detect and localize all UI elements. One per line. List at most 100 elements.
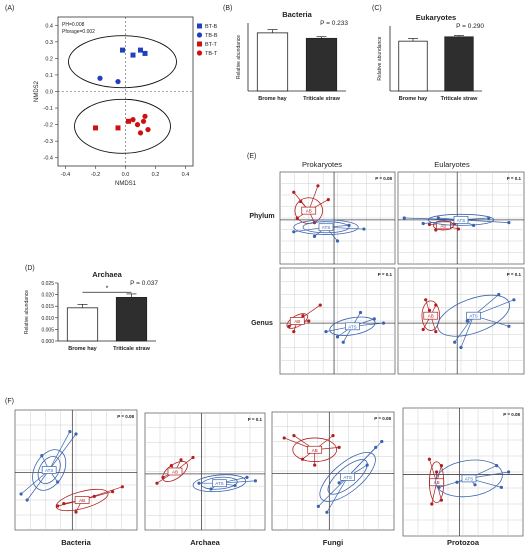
group-ellipse: [37, 456, 61, 484]
sample-point: [155, 481, 159, 485]
y-tick-label: -0.4: [44, 156, 53, 162]
sample-point: [465, 319, 469, 323]
group-label-box: [345, 322, 360, 331]
group-label-box: [423, 311, 439, 320]
sample-point: [292, 230, 296, 234]
sample-point: [74, 432, 78, 436]
sample-point: [473, 483, 477, 487]
group-ellipse: [435, 459, 503, 498]
sample-point: [335, 239, 340, 243]
stat-pforage: Pforage=0.002: [62, 29, 95, 35]
spoke: [404, 217, 462, 221]
group-ellipse: [329, 316, 376, 336]
row-title: Phylum: [249, 213, 274, 220]
sample-point: [427, 457, 431, 461]
spoke: [326, 476, 348, 513]
spoke: [460, 315, 474, 348]
sample-point: [56, 504, 60, 508]
p-value-c: P = 0.290: [456, 23, 484, 30]
group-label: ATS: [322, 225, 330, 230]
y-tick-label: 0.025: [41, 281, 54, 287]
sample-point: [179, 458, 183, 462]
sample-point: [197, 481, 201, 485]
sample-point: [331, 434, 335, 438]
p-value-f: P = 0.08: [503, 412, 520, 417]
group-label: AB: [294, 319, 300, 324]
category-label: Triticale straw: [441, 96, 478, 102]
sample-point: [424, 298, 428, 302]
y-tick-label: 0.1: [45, 73, 53, 79]
y-tick-label: 0.000: [41, 339, 54, 345]
legend-label: BT-T: [205, 42, 218, 48]
y-tick-label: 0.4: [45, 23, 53, 29]
sample-point: [337, 445, 341, 449]
group-label: AB: [440, 223, 446, 228]
chart-title-c: Eukaryotes: [416, 13, 456, 22]
sample-point: [427, 222, 432, 227]
point-bt-t: [115, 125, 121, 131]
sample-point: [313, 463, 317, 467]
group-ellipse: [201, 476, 238, 490]
p-value-e: P = 0.1: [378, 272, 393, 277]
group-label: ATS: [469, 314, 477, 319]
sample-point: [507, 324, 511, 328]
point-bt-t: [126, 118, 131, 124]
group-label-box: [466, 311, 481, 320]
row-title: Genus: [251, 320, 273, 327]
sample-point: [307, 319, 311, 323]
chart-title-d: Archaea: [92, 270, 122, 279]
group-label: ATS: [465, 476, 473, 481]
group-label-box: [461, 474, 477, 483]
group-label-box: [212, 479, 227, 488]
ellipse-brome: [68, 35, 177, 89]
p-value-b: P = 0.233: [320, 20, 348, 27]
group-label: ATS: [215, 481, 223, 486]
sample-point: [455, 480, 459, 484]
sample-point: [459, 345, 463, 350]
panel-label-b: (B): [223, 5, 232, 12]
category-label: Triticale straw: [113, 346, 150, 352]
sample-point: [74, 510, 78, 514]
group-label-box: [301, 206, 317, 215]
group-label: AB: [306, 209, 312, 214]
panel-label-a: (A): [5, 5, 14, 12]
column-title: Prokaryotes: [302, 160, 342, 169]
ellipse-triticale: [74, 98, 171, 154]
group-label: AB: [428, 314, 434, 319]
y-tick-label: -0.2: [44, 123, 53, 129]
sample-point: [381, 321, 386, 325]
group-label-box: [340, 473, 355, 481]
point-tb-t: [145, 126, 151, 133]
sample-point: [453, 340, 457, 344]
group-ellipse: [162, 461, 188, 482]
point-tb-t: [142, 113, 148, 119]
spoke: [318, 476, 348, 507]
p-value-d: P = 0.037: [130, 280, 158, 287]
group-ellipse: [319, 452, 376, 502]
chart-title-b: Bacteria: [282, 10, 312, 19]
sample-point: [430, 502, 434, 506]
sample-point: [111, 490, 115, 494]
group-label-box: [453, 215, 469, 224]
sample-point: [402, 216, 406, 220]
sample-point: [421, 327, 425, 332]
group-label: AB: [79, 498, 85, 503]
sample-point: [25, 498, 29, 502]
group-ellipse: [292, 437, 338, 462]
group-ellipse: [286, 313, 308, 329]
legend-marker: [196, 32, 203, 38]
y-tick-label: 0.015: [41, 304, 54, 310]
group-ellipse: [302, 221, 350, 234]
legend-label: BT-B: [205, 24, 218, 30]
spoke: [26, 469, 50, 501]
point-bt-b: [138, 47, 143, 53]
category-label: Brome hay: [258, 96, 287, 102]
sample-point: [507, 470, 511, 474]
point-tb-b: [115, 78, 121, 85]
sample-point: [292, 434, 296, 438]
p-value-f: P = 0.08: [117, 414, 134, 419]
bar-c: [444, 36, 474, 92]
point-tb-t: [140, 118, 147, 124]
y-tick-label: 0.020: [41, 293, 54, 299]
